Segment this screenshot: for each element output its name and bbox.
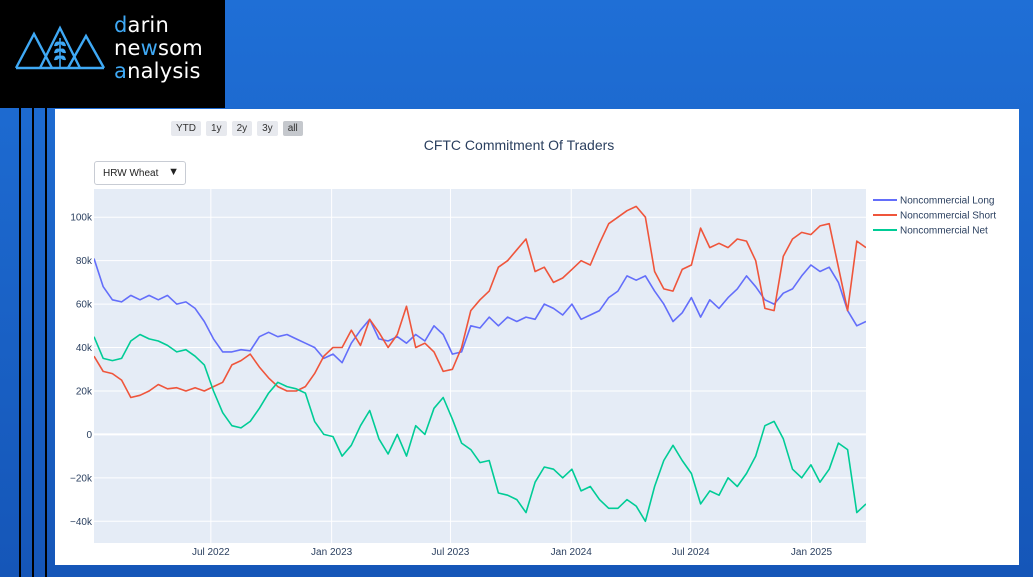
dropdown-selected-value: HRW Wheat [103, 168, 159, 179]
series-line-net [94, 333, 866, 523]
legend-label: Noncommercial Short [900, 211, 996, 222]
range-button-1y[interactable]: 1y [206, 121, 227, 136]
x-tick-label: Jan 2023 [311, 547, 353, 558]
x-tick-label: Jan 2024 [551, 547, 593, 558]
y-tick-label: 80k [76, 256, 93, 267]
chart-panel: Jul 2022 Jan 2023 Jul 2023 Jan 2024 Jul 2024… [55, 109, 1019, 565]
range-selector: YTD 1y 2y 3y all [171, 121, 303, 136]
y-tick-label: 60k [76, 300, 93, 311]
range-button-3y[interactable]: 3y [257, 121, 278, 136]
range-button-all[interactable]: all [282, 121, 303, 136]
brand-line-1: darin [114, 13, 169, 37]
plot-area [94, 189, 866, 543]
legend-label: Noncommercial Long [900, 196, 995, 207]
y-tick-label: 0 [86, 430, 92, 441]
mountain-wheat-logo-icon [14, 25, 106, 70]
commodity-dropdown[interactable]: HRW Wheat ▼ [94, 161, 186, 185]
chart-svg: Jul 2022 Jan 2023 Jul 2023 Jan 2024 Jul 2024… [70, 189, 996, 558]
y-tick-label: 100k [70, 213, 93, 224]
dropdown-arrow-icon: ▼ [168, 166, 179, 178]
brand-line-3: analysis [114, 59, 201, 83]
x-tick-label: Jul 2023 [432, 547, 470, 558]
y-tick-label: 40k [76, 343, 93, 354]
x-tick-label: Jul 2022 [192, 547, 230, 558]
brand-line-2: newsom [114, 36, 203, 60]
chart-title: CFTC Commitment Of Traders [423, 137, 615, 153]
series-line-short [94, 205, 866, 399]
range-button-ytd[interactable]: YTD [171, 121, 201, 136]
brand-wordmark: darin newsom analysis [114, 14, 203, 83]
series-line-long [94, 258, 866, 364]
range-button-2y[interactable]: 2y [231, 121, 253, 136]
brand-logo: darin newsom analysis [0, 0, 225, 108]
y-tick-label: 20k [76, 386, 93, 397]
legend-label: Noncommercial Net [900, 226, 988, 237]
y-tick-label: −40k [70, 517, 93, 528]
x-tick-label: Jan 2025 [791, 547, 833, 558]
y-tick-label: −20k [70, 473, 93, 484]
decorative-rails [19, 108, 47, 577]
x-tick-label: Jul 2024 [672, 547, 710, 558]
